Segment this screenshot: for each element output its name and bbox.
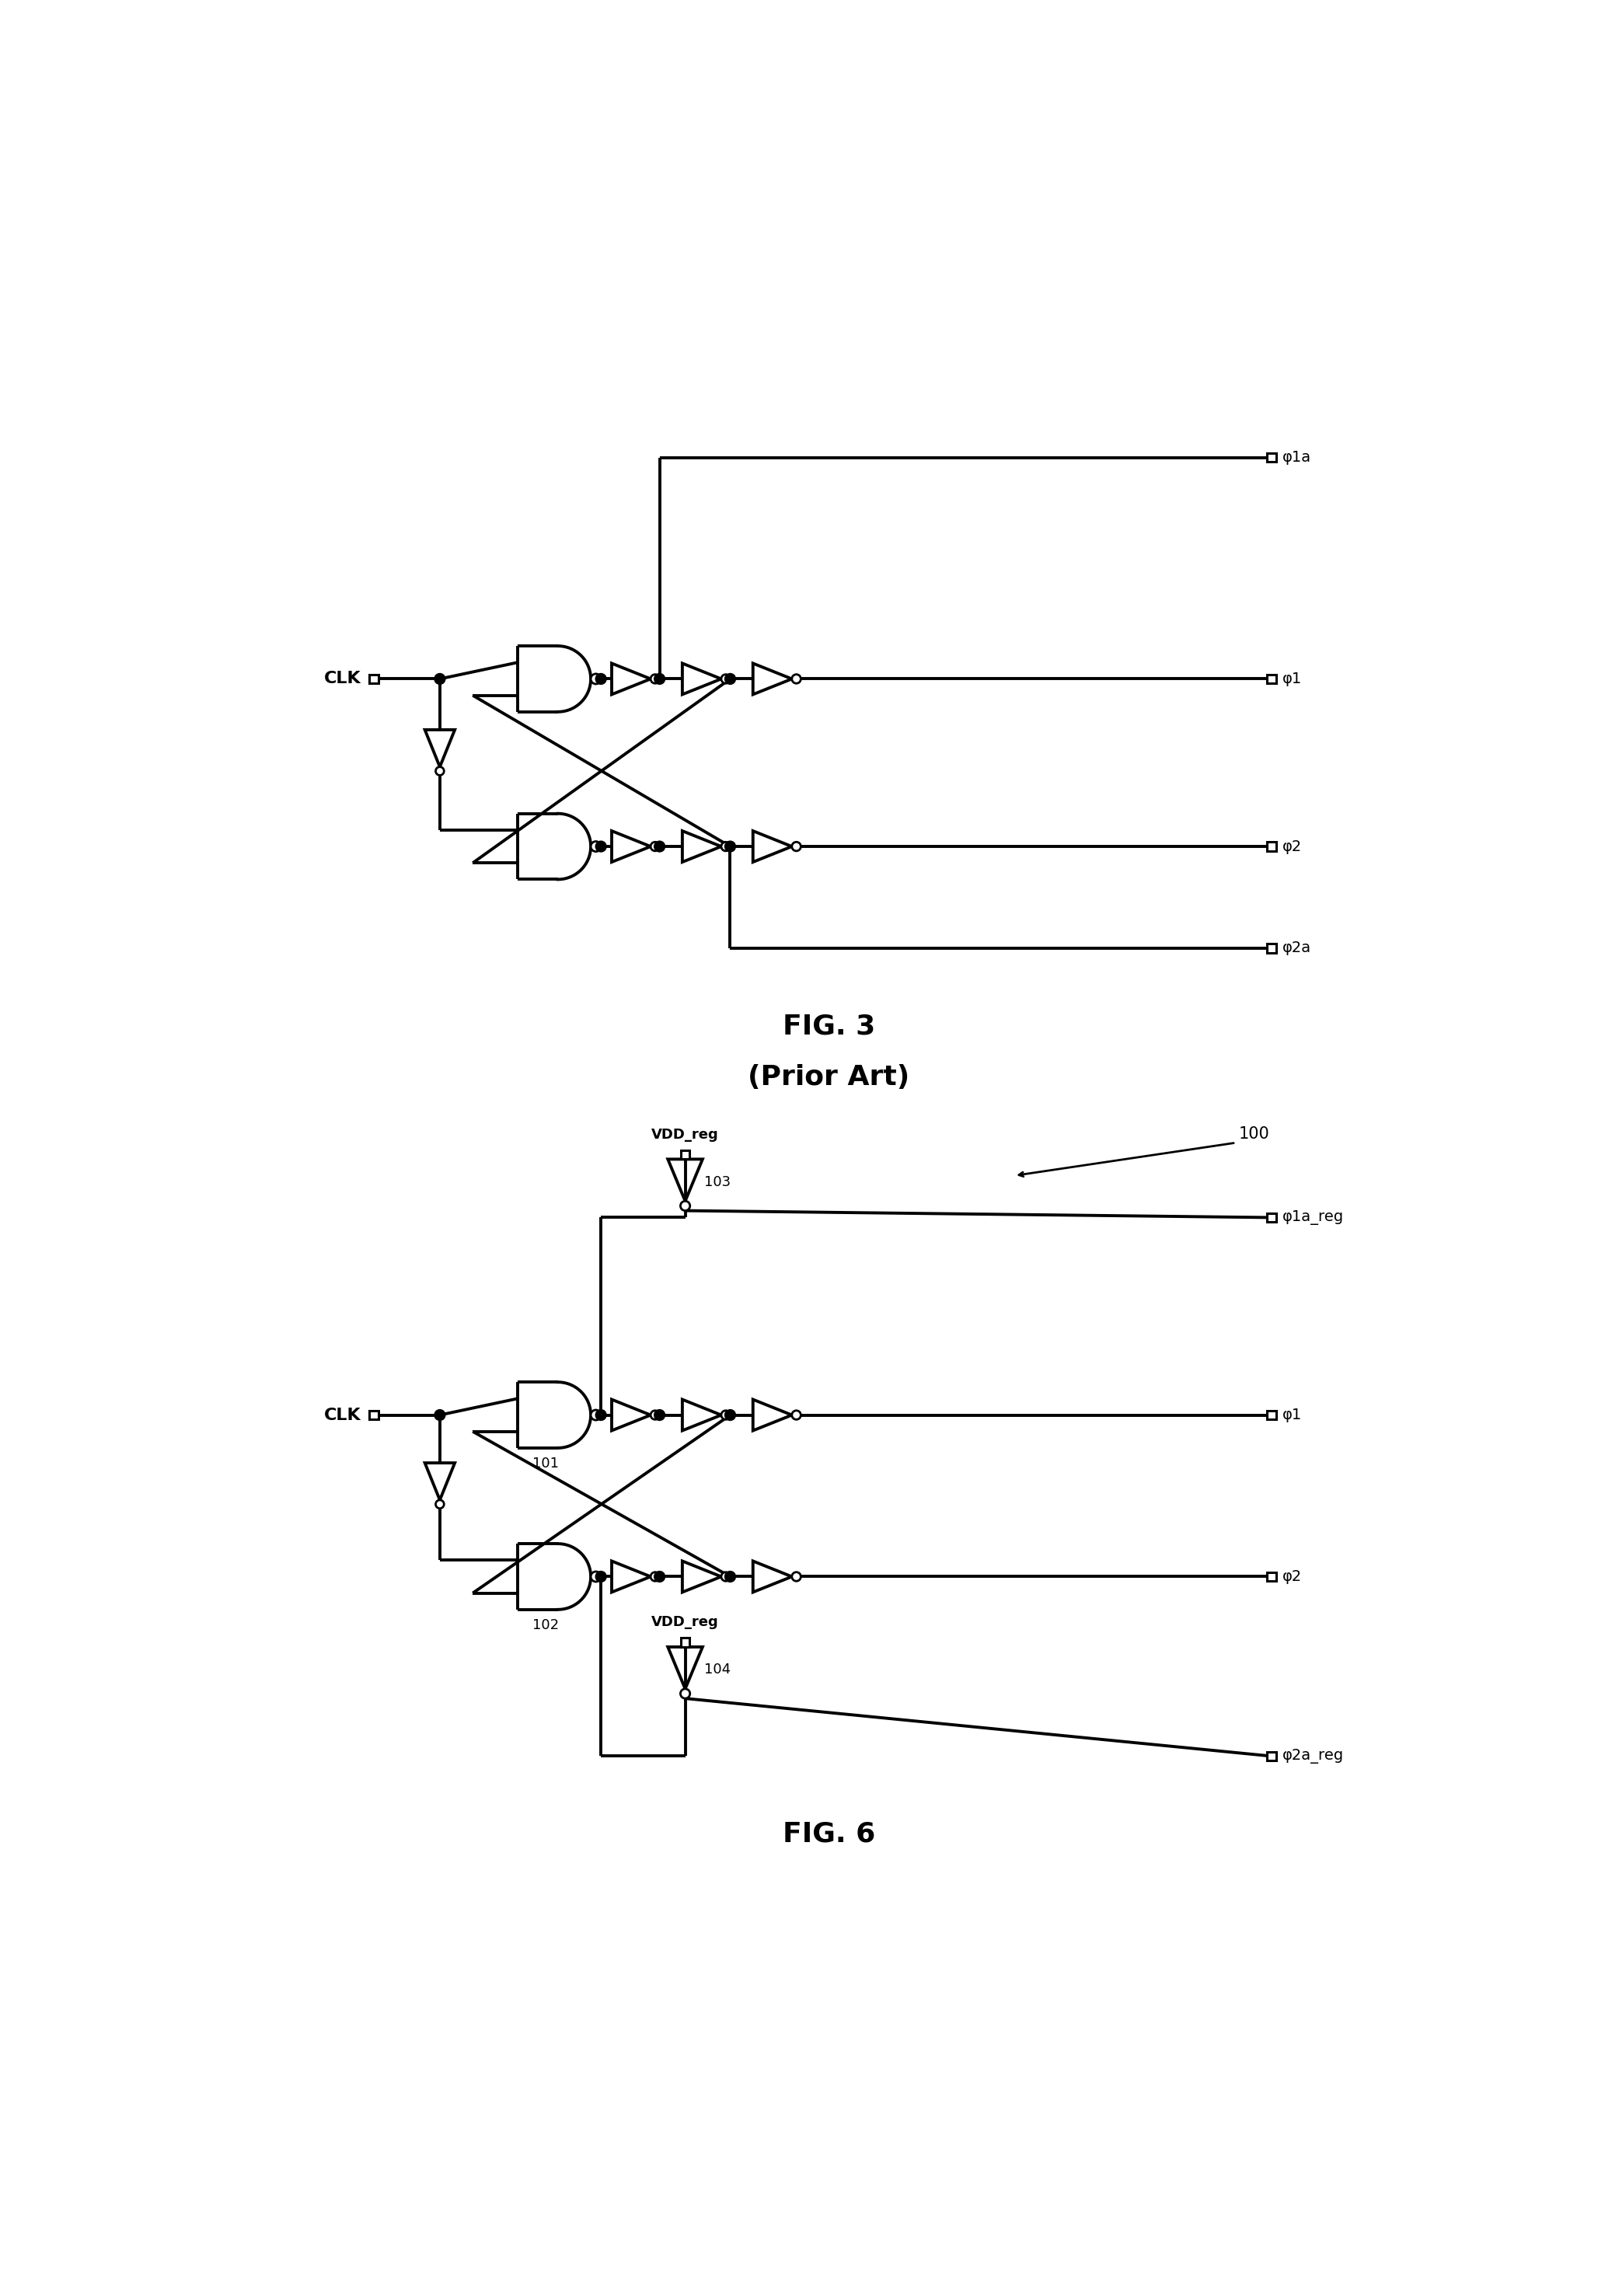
- Circle shape: [591, 1570, 601, 1582]
- Text: 104: 104: [704, 1662, 730, 1676]
- Circle shape: [651, 1410, 659, 1419]
- Circle shape: [651, 843, 659, 852]
- Text: φ1: φ1: [1282, 1407, 1302, 1424]
- Circle shape: [720, 843, 730, 852]
- Bar: [1268, 843, 1276, 852]
- Circle shape: [654, 840, 665, 852]
- Circle shape: [720, 1410, 730, 1419]
- Bar: [1268, 1573, 1276, 1582]
- Circle shape: [596, 1410, 607, 1421]
- Circle shape: [654, 1570, 665, 1582]
- Circle shape: [436, 1499, 444, 1508]
- Text: CLK: CLK: [324, 1407, 361, 1424]
- Text: (Prior Art): (Prior Art): [748, 1063, 910, 1091]
- Circle shape: [651, 1573, 659, 1582]
- Circle shape: [680, 1201, 690, 1210]
- Text: FIG. 3: FIG. 3: [782, 1013, 876, 1040]
- Circle shape: [725, 1410, 735, 1421]
- Text: FIG. 6: FIG. 6: [782, 1821, 876, 1848]
- Circle shape: [680, 1690, 690, 1699]
- Text: φ1: φ1: [1282, 670, 1302, 687]
- Bar: [680, 1150, 690, 1159]
- Bar: [1268, 944, 1276, 953]
- Circle shape: [596, 840, 607, 852]
- Text: 103: 103: [704, 1176, 730, 1189]
- Text: VDD_reg: VDD_reg: [651, 1127, 719, 1141]
- Circle shape: [792, 1410, 801, 1419]
- Circle shape: [725, 1570, 735, 1582]
- Text: φ1a_reg: φ1a_reg: [1282, 1210, 1344, 1226]
- Bar: [1268, 675, 1276, 684]
- Circle shape: [720, 1573, 730, 1582]
- Circle shape: [436, 767, 444, 776]
- Bar: [680, 1637, 690, 1646]
- Circle shape: [725, 840, 735, 852]
- Text: 101: 101: [533, 1458, 559, 1472]
- Circle shape: [434, 1410, 445, 1421]
- Bar: [1268, 1212, 1276, 1221]
- Bar: [1268, 452, 1276, 461]
- Text: φ2: φ2: [1282, 1568, 1302, 1584]
- Text: 100: 100: [1239, 1125, 1269, 1141]
- Circle shape: [591, 673, 601, 684]
- Circle shape: [725, 673, 735, 684]
- Text: 102: 102: [533, 1619, 559, 1632]
- Circle shape: [654, 1410, 665, 1421]
- Text: φ1a: φ1a: [1282, 450, 1311, 464]
- Text: φ2: φ2: [1282, 838, 1302, 854]
- Circle shape: [591, 1410, 601, 1421]
- Text: CLK: CLK: [324, 670, 361, 687]
- Circle shape: [792, 843, 801, 852]
- Circle shape: [434, 673, 445, 684]
- Bar: [369, 1410, 379, 1419]
- Text: φ2a: φ2a: [1282, 941, 1311, 955]
- Circle shape: [792, 675, 801, 684]
- Circle shape: [720, 675, 730, 684]
- Circle shape: [591, 840, 601, 852]
- Bar: [369, 675, 379, 684]
- Circle shape: [596, 673, 607, 684]
- Bar: [1268, 1410, 1276, 1419]
- Bar: [1268, 1752, 1276, 1761]
- Text: VDD_reg: VDD_reg: [651, 1616, 719, 1630]
- Circle shape: [651, 675, 659, 684]
- Circle shape: [654, 673, 665, 684]
- Circle shape: [596, 1570, 607, 1582]
- Text: φ2a_reg: φ2a_reg: [1282, 1750, 1344, 1763]
- Circle shape: [792, 1573, 801, 1582]
